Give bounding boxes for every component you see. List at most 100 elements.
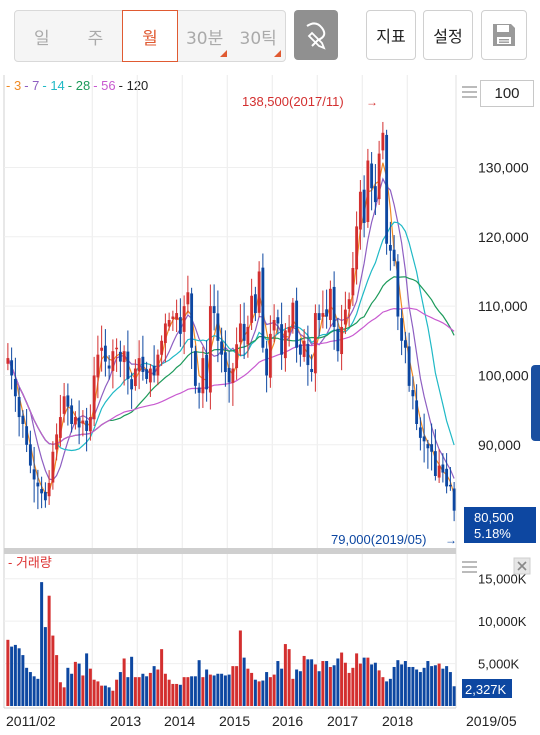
candle-body xyxy=(246,326,250,345)
volume-bar xyxy=(272,674,276,706)
side-panel-handle[interactable] xyxy=(531,365,540,441)
candlestick-series xyxy=(6,121,456,522)
volume-bar xyxy=(133,677,137,706)
candle-body xyxy=(340,326,344,355)
draw-tool-button[interactable] xyxy=(294,10,338,60)
last-change-value: 5.18% xyxy=(474,526,511,541)
price-panel-menu-icon[interactable] xyxy=(462,86,477,98)
candle-body xyxy=(10,360,14,376)
candle-body xyxy=(403,340,407,348)
volume-panel-menu-icon[interactable] xyxy=(462,561,477,573)
candle-body xyxy=(28,444,32,466)
time-tick-label: 2013 xyxy=(110,713,141,729)
volume-bar xyxy=(400,664,404,706)
candle-body xyxy=(227,367,231,383)
volume-bar xyxy=(122,658,126,706)
volume-bar xyxy=(77,663,81,706)
volume-bar xyxy=(445,666,449,706)
candle-body xyxy=(452,488,456,511)
volume-series xyxy=(6,582,456,706)
close-volume-icon[interactable] xyxy=(513,557,531,575)
volume-bar xyxy=(220,673,224,706)
volume-tick-label: 15,000K xyxy=(478,572,527,587)
panel-divider[interactable] xyxy=(4,548,456,554)
period-30tick-button[interactable]: 30틱 xyxy=(231,11,285,61)
candle-body xyxy=(272,320,276,331)
zoom-level-box[interactable]: 100 xyxy=(480,80,534,107)
volume-bar xyxy=(118,672,122,706)
time-tick-label: 2015 xyxy=(219,713,250,729)
candle-body xyxy=(377,153,381,200)
volume-bar xyxy=(381,677,385,706)
volume-tick-label: 10,000K xyxy=(478,614,527,629)
volume-bar xyxy=(268,677,272,706)
volume-bar xyxy=(373,662,377,706)
candle-body xyxy=(130,379,134,390)
candle-body xyxy=(118,351,122,362)
period-week-button[interactable]: 주 xyxy=(69,11,123,61)
candle-body xyxy=(81,420,85,424)
candle-body xyxy=(355,226,359,270)
price-tick-label: 100,000 xyxy=(478,367,529,383)
volume-bar xyxy=(388,678,392,706)
save-floppy-icon xyxy=(493,24,515,46)
low-arrow-icon: → xyxy=(445,533,457,547)
candle-body xyxy=(415,400,419,424)
volume-bar xyxy=(287,649,291,706)
candle-body xyxy=(212,306,216,314)
volume-bar xyxy=(141,673,145,706)
volume-bar xyxy=(403,661,407,706)
volume-bar xyxy=(231,666,235,706)
volume-bar xyxy=(130,656,134,706)
candle-body xyxy=(175,313,179,320)
candle-body xyxy=(152,365,156,376)
volume-bar xyxy=(362,657,366,706)
volume-bar xyxy=(92,679,96,706)
volume-bar xyxy=(175,683,179,706)
volume-bar xyxy=(257,681,261,706)
dropdown-corner-icon xyxy=(220,50,228,57)
volume-bar xyxy=(28,672,32,706)
volume-bar xyxy=(103,685,107,706)
volume-bar xyxy=(178,684,182,706)
candle-body xyxy=(77,417,81,428)
save-button[interactable] xyxy=(481,10,527,60)
candle-body xyxy=(156,354,160,376)
candle-body xyxy=(332,286,336,327)
volume-title: - 거래량 xyxy=(8,555,52,570)
candle-body xyxy=(137,358,141,372)
volume-bar xyxy=(298,671,302,706)
last-volume-box xyxy=(462,679,512,698)
period-day-button[interactable]: 일 xyxy=(15,11,69,61)
candle-body xyxy=(396,261,400,317)
candle-body xyxy=(141,356,145,372)
candle-body xyxy=(313,313,317,374)
volume-bar xyxy=(96,681,100,706)
candle-body xyxy=(17,397,21,418)
price-axis: 90,000 100,000 110,000 120,000 130,000 xyxy=(478,159,529,452)
legend-ma-56: - 56 xyxy=(93,78,116,93)
last-volume-value: 2,327K xyxy=(465,682,507,697)
volume-bar xyxy=(370,664,374,706)
period-30min-button[interactable]: 30분 xyxy=(178,11,232,61)
candle-body xyxy=(238,323,242,343)
volume-bar xyxy=(358,663,362,706)
period-month-button[interactable]: 월 xyxy=(122,10,178,62)
legend-ma-3: - 3 xyxy=(6,78,22,93)
volume-bar xyxy=(51,635,55,706)
candle-body xyxy=(201,358,205,394)
candle-body xyxy=(325,309,329,317)
volume-bar xyxy=(295,669,299,706)
volume-bar xyxy=(392,666,396,706)
volume-bar xyxy=(407,666,411,706)
indicator-button[interactable]: 지표 xyxy=(366,10,416,60)
volume-bar xyxy=(448,672,452,706)
settings-button[interactable]: 설정 xyxy=(423,10,473,60)
low-price-label: 79,000(2019/05) xyxy=(331,532,426,547)
volume-bar xyxy=(355,653,359,706)
volume-bar xyxy=(280,668,284,706)
candle-body xyxy=(385,134,389,244)
volume-bar xyxy=(21,655,25,706)
candle-body xyxy=(351,268,355,296)
